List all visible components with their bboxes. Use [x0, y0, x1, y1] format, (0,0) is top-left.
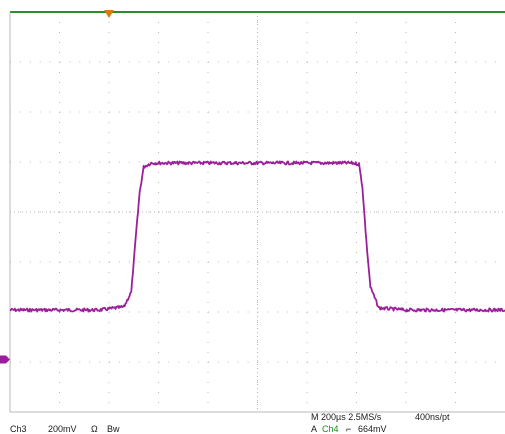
- bandwidth-limit-label: Bw: [107, 424, 120, 434]
- markers: [0, 10, 114, 364]
- timebase-readout: M 200µs 2.5MS/s: [311, 412, 382, 422]
- trigger-level: 664mV: [358, 424, 387, 434]
- vertical-scale-value: 200mV: [48, 424, 77, 434]
- record-resolution: 400ns/pt: [415, 412, 450, 422]
- trigger-prefix: A: [311, 424, 318, 434]
- triangle-down-icon: [104, 10, 114, 18]
- ground-marker-icon: [0, 355, 10, 364]
- trigger-edge-icon: ⌐: [346, 424, 352, 434]
- series-line-Ch3: [9, 160, 505, 313]
- waveform-trace: [9, 160, 505, 313]
- graticule: [9, 11, 505, 413]
- channel-label: Ch3: [10, 424, 27, 434]
- coupling-ohm-icon: Ω: [91, 424, 98, 434]
- trigger-source: Ch4: [322, 424, 339, 434]
